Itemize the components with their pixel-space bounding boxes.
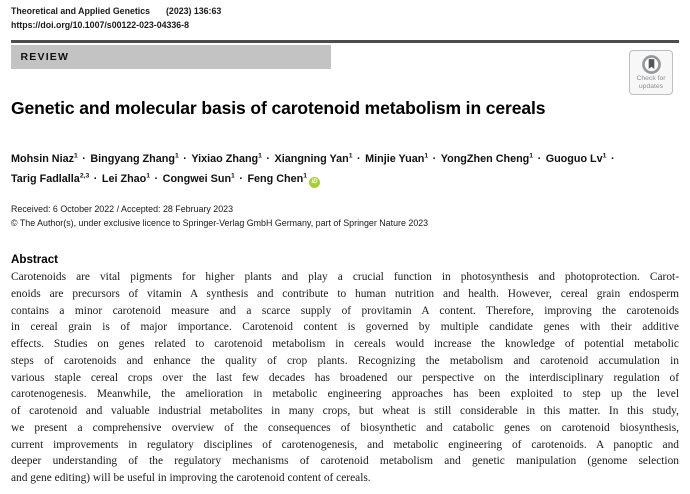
- abstract-line: in cereal grain is of major importance. …: [11, 321, 679, 334]
- abstract-heading: Abstract: [11, 253, 59, 266]
- abstract-text: Carotenoids are vital pigments for highe…: [11, 269, 679, 487]
- author-separator: ·: [537, 152, 542, 165]
- author-separator: ·: [82, 152, 86, 165]
- author-name: Yixiao Zhang1: [191, 152, 262, 165]
- abstract-line: of carotenoid and valuable industrial me…: [11, 405, 679, 417]
- abstract-line: deeper understanding of the regulatory m…: [11, 455, 679, 468]
- check-for-updates-label-1: Check for: [636, 75, 666, 83]
- received-accepted-dates: Received: 6 October 2022 / Accepted: 28 …: [11, 204, 234, 214]
- journal-name: Theoretical and Applied Genetics: [11, 6, 150, 16]
- author-separator: ·: [432, 152, 437, 165]
- author-name: Bingyang Zhang1: [90, 152, 179, 165]
- author-name: Lei Zhao1: [101, 172, 151, 186]
- abstract-line: Carotenoids are vital pigments for highe…: [11, 271, 679, 283]
- author-list: Mohsin Niaz1 · Bingyang Zhang1 · Yixiao Zhan…: [11, 147, 679, 189]
- check-for-updates-button[interactable]: Check for updates: [629, 50, 673, 95]
- author-name: Feng Chen1: [247, 172, 308, 186]
- article-title: Genetic and molecular basis of carotenoi…: [11, 98, 546, 118]
- author-name: YongZhen Cheng1: [440, 152, 534, 165]
- abstract-line: contains a minor carotenoid measure and …: [11, 304, 679, 317]
- author-separator: ·: [183, 152, 187, 165]
- author-separator: ·: [154, 173, 159, 186]
- author-name: Minjie Yuan1: [365, 152, 429, 165]
- author-name: Guoguo Lv1: [545, 152, 607, 165]
- author-name: Mohsin Niaz1: [11, 152, 78, 165]
- author-name: Tarig Fadlalla2,3: [11, 172, 90, 186]
- author-separator: ·: [610, 152, 615, 165]
- article-type-banner: REVIEW: [11, 44, 331, 69]
- abstract-line: enoids are precursors of vitamin A synth…: [11, 287, 679, 300]
- abstract-line: carotenogenesis. Meanwhile, the ameliora…: [11, 388, 679, 401]
- author-separator: ·: [266, 152, 271, 165]
- abstract-line: and gene editing) will be useful in impr…: [11, 472, 371, 484]
- author-name: Xiangning Yan1: [274, 152, 353, 165]
- orcid-icon[interactable]: iD: [309, 177, 321, 189]
- header-rule: [11, 39, 679, 43]
- doi-line: https://doi.org/10.1007/s00122-023-04336…: [11, 20, 189, 30]
- abstract-line: current improvements in regulatory disci…: [11, 438, 679, 451]
- author-separator: ·: [93, 173, 98, 186]
- check-for-updates-label-2: updates: [638, 83, 664, 90]
- author-separator: ·: [357, 152, 361, 165]
- abstract-line: we present a comprehensive overview of t…: [11, 421, 679, 434]
- journal-citation: (2023) 136:63: [166, 6, 222, 16]
- author-name: Congwei Sun1: [162, 172, 235, 186]
- abstract-line: effects. Studies on genes related to car…: [11, 338, 679, 350]
- abstract-line: various staple cereal crops over the las…: [11, 371, 679, 384]
- doi-link[interactable]: https://doi.org/10.1007/s00122-023-04336…: [11, 20, 189, 30]
- article-type-label: REVIEW: [20, 50, 70, 63]
- running-head: Theoretical and Applied Genetics (2023) 1…: [11, 6, 221, 16]
- author-separator: ·: [239, 173, 243, 186]
- copyright-notice: © The Author(s), under exclusive licence…: [11, 218, 429, 228]
- bookmark-icon: [641, 55, 661, 75]
- abstract-line: steps of carotenoids and enhance the qua…: [11, 354, 679, 367]
